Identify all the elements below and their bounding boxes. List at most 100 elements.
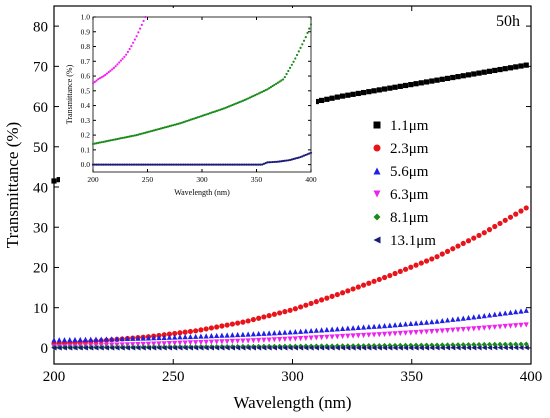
main-data-point <box>145 335 152 341</box>
inset-x-axis-title: Wavelength (nm) <box>174 188 230 197</box>
main-data-point <box>397 321 403 327</box>
inset-data-point <box>125 53 128 56</box>
main-data-point <box>140 335 146 341</box>
inset-data-point <box>93 80 96 84</box>
inset-data-point <box>198 115 201 118</box>
inset-data-point <box>217 109 220 112</box>
main-data-point <box>497 66 503 73</box>
main-data-point <box>156 341 162 347</box>
main-data-point <box>481 345 487 351</box>
inset-data-point <box>180 121 184 124</box>
main-x-tick-label: 250 <box>162 369 185 385</box>
main-data-point <box>261 314 267 320</box>
inset-data-point <box>137 133 140 136</box>
inset-data-point <box>217 163 220 166</box>
main-data-point <box>492 345 498 351</box>
inset-data-point <box>196 116 199 119</box>
main-data-point <box>145 341 152 347</box>
main-data-point <box>513 309 519 315</box>
main-data-point <box>339 345 346 351</box>
main-data-point <box>392 322 398 328</box>
main-data-point <box>434 318 440 324</box>
main-data-point <box>339 325 346 332</box>
inset-data-point <box>290 158 293 161</box>
main-data-point <box>429 345 435 351</box>
main-data-point <box>502 310 508 316</box>
main-data-point <box>387 345 393 351</box>
main-data-point <box>460 326 466 333</box>
main-data-point <box>402 321 409 327</box>
inset-data-point <box>208 112 211 115</box>
inset-data-point <box>133 38 136 41</box>
inset-data-point <box>112 163 116 166</box>
inset-x-tick-label: 350 <box>251 175 263 184</box>
main-data-point <box>287 307 293 313</box>
inset-data-point <box>252 163 255 166</box>
main-data-point <box>345 333 351 339</box>
inset-data-point <box>248 163 252 166</box>
inset-data-point <box>132 163 135 166</box>
main-data-point <box>229 332 235 338</box>
inset-data-point <box>98 141 102 144</box>
inset-data-point <box>112 138 116 141</box>
main-data-point <box>282 336 288 342</box>
main-data-point <box>287 336 293 342</box>
main-data-point <box>193 340 199 346</box>
inset-series <box>91 15 147 85</box>
inset-data-point <box>301 155 304 158</box>
main-data-point <box>366 324 372 330</box>
inset-data-point <box>229 163 232 166</box>
main-data-point <box>518 341 524 347</box>
main-data-point <box>408 81 414 88</box>
main-data-point <box>156 345 162 351</box>
inset-data-point <box>111 68 114 71</box>
main-data-point <box>476 325 482 332</box>
main-data-point <box>518 322 524 328</box>
main-data-point <box>224 332 230 338</box>
main-data-point <box>423 329 430 335</box>
inset-data-point <box>213 110 217 113</box>
main-data-point <box>292 329 298 335</box>
main-data-point <box>418 329 424 335</box>
inset-data-point <box>193 117 196 120</box>
inset-data-point <box>308 152 311 155</box>
main-data-point <box>402 266 409 272</box>
main-data-point <box>292 345 298 351</box>
main-data-point <box>166 331 173 337</box>
main-data-point <box>444 75 451 82</box>
main-x-tick-label: 350 <box>401 369 424 385</box>
main-data-point <box>172 340 178 347</box>
main-data-point <box>282 309 288 315</box>
main-data-point <box>93 336 99 342</box>
main-data-point <box>88 336 94 342</box>
main-data-point <box>224 344 230 350</box>
main-data-point <box>56 337 62 343</box>
inset-data-point <box>240 163 243 166</box>
inset-data-point <box>95 142 98 145</box>
main-data-point <box>208 325 215 331</box>
inset-data-point <box>125 163 128 166</box>
main-data-point <box>439 345 445 351</box>
inset-data-point <box>138 133 142 136</box>
inset-data-point <box>175 123 178 126</box>
inset-data-point <box>91 82 95 85</box>
main-data-point <box>339 290 346 296</box>
inset-data-point <box>100 76 103 79</box>
main-data-point <box>250 345 256 351</box>
main-data-point <box>198 327 204 333</box>
legend: 1.1μm 2.3μm 5.6μm 6.3μm 8.1μm 13.1μm <box>373 118 436 249</box>
inset-data-point <box>196 163 199 166</box>
main-data-point <box>360 324 367 330</box>
main-data-point <box>198 339 204 346</box>
main-data-point <box>318 297 325 303</box>
inset-data-point <box>135 163 138 166</box>
main-data-point <box>523 205 529 211</box>
main-data-point <box>434 77 440 83</box>
main-data-point <box>303 302 309 308</box>
main-data-point <box>151 341 157 347</box>
main-data-point <box>266 337 272 343</box>
main-data-point <box>124 345 131 351</box>
main-data-point <box>161 334 167 340</box>
main-data-point <box>523 322 529 328</box>
main-data-point <box>166 341 173 347</box>
